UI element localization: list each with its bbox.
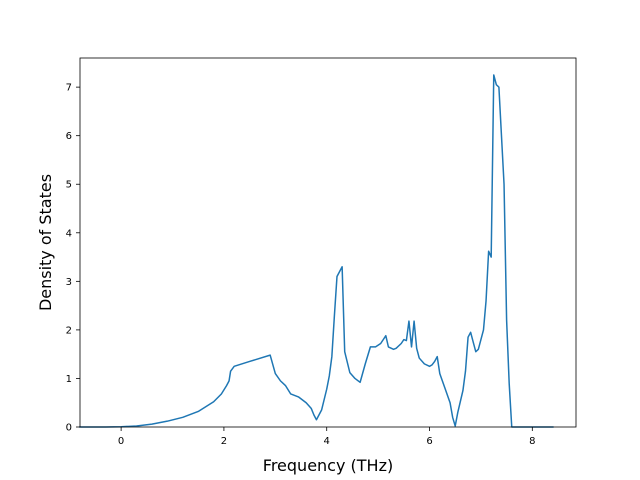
y-tick-label: 3: [66, 277, 72, 288]
x-tick-label: 8: [529, 436, 535, 447]
y-axis-label: Density of States: [36, 174, 55, 311]
x-tick-label: 0: [118, 436, 124, 447]
y-tick-label: 6: [66, 131, 72, 142]
y-axis-ticks: 0 1 2 3 4 5 6 7: [66, 83, 80, 434]
dos-series-line: [79, 74, 554, 428]
y-tick-label: 5: [66, 180, 72, 191]
y-tick-label: 0: [66, 423, 72, 434]
y-tick-label: 7: [66, 83, 72, 94]
axes-frame: [79, 57, 577, 428]
y-tick-label: 4: [66, 228, 72, 239]
x-axis-label: Frequency (THz): [263, 456, 393, 475]
x-tick-label: 2: [221, 436, 227, 447]
x-tick-label: 6: [426, 436, 432, 447]
y-tick-label: 2: [66, 325, 72, 336]
x-tick-label: 4: [324, 436, 330, 447]
x-axis-ticks: 0 2 4 6 8: [118, 427, 535, 447]
y-tick-label: 1: [66, 374, 72, 385]
plot-area: [79, 74, 554, 428]
